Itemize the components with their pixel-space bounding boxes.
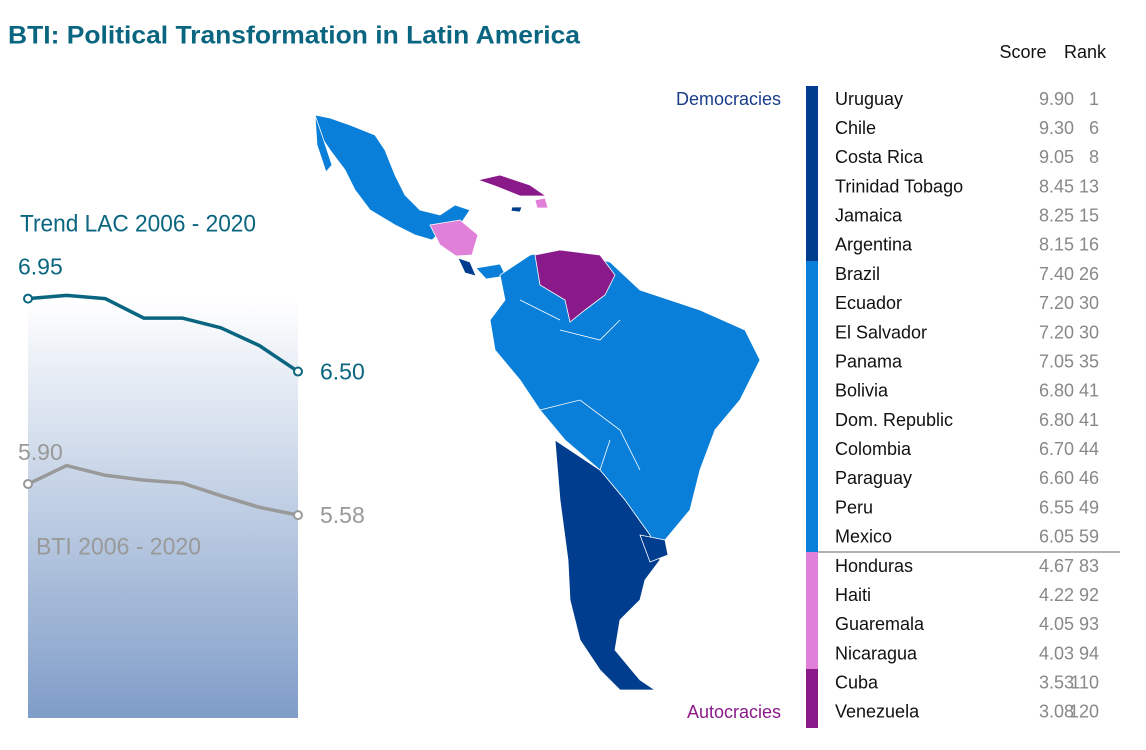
country-name: Ecuador [835, 293, 902, 313]
score: 7.40 [1039, 264, 1074, 284]
rank: 41 [1079, 410, 1099, 430]
rank: 6 [1089, 118, 1099, 138]
country-name: Mexico [835, 527, 892, 547]
country-name: Jamaica [835, 206, 903, 226]
value-label: 5.58 [320, 502, 365, 528]
group-label: Autocracies [687, 702, 781, 722]
country-name: Panama [835, 351, 903, 371]
rank: 44 [1079, 439, 1099, 459]
score: 8.25 [1039, 206, 1074, 226]
country-name: Haiti [835, 585, 871, 605]
score: 3.53 [1039, 673, 1074, 693]
rank: 110 [1070, 673, 1099, 693]
rank: 26 [1079, 264, 1099, 284]
end-point [293, 366, 303, 377]
country-name: Trinidad Tobago [835, 176, 963, 196]
country-name: Nicaragua [835, 643, 918, 663]
rank: 41 [1079, 381, 1099, 401]
value-label: 6.50 [320, 359, 365, 385]
rank: 13 [1079, 176, 1099, 196]
rank: 30 [1079, 293, 1099, 313]
band-top-democracies [806, 86, 818, 261]
country-name: Guaremala [835, 614, 925, 634]
score: 7.05 [1039, 351, 1074, 371]
score: 9.30 [1039, 118, 1074, 138]
series-label: BTI 2006 - 2020 [36, 533, 201, 560]
trend-line [27, 463, 299, 517]
rank: 8 [1089, 147, 1099, 167]
country-name: Honduras [835, 556, 913, 576]
rank: 120 [1069, 702, 1099, 722]
score: 6.55 [1039, 497, 1074, 517]
rank: 59 [1079, 527, 1099, 547]
end-point [23, 293, 33, 304]
country-name: Cuba [835, 673, 879, 693]
score: 6.80 [1039, 410, 1074, 430]
country-name: Brazil [835, 264, 880, 284]
score: 6.60 [1039, 468, 1074, 488]
score: 4.22 [1039, 585, 1074, 605]
rank: 92 [1079, 585, 1099, 605]
score: 4.67 [1039, 556, 1074, 576]
end-point [293, 510, 303, 521]
rank: 15 [1079, 206, 1099, 226]
score: 9.05 [1039, 147, 1074, 167]
country-name: Venezuela [835, 702, 920, 722]
country-name: Colombia [835, 439, 912, 459]
group-label: Democracies [676, 89, 781, 109]
score: 4.03 [1039, 643, 1074, 663]
trend-line [27, 293, 299, 374]
value-label: 6.95 [18, 254, 63, 280]
rank: 16 [1079, 235, 1099, 255]
rank: 94 [1079, 643, 1099, 663]
value-label: 5.90 [18, 439, 63, 465]
rank: 30 [1079, 322, 1099, 342]
band-hybrid [806, 552, 818, 669]
country-name: Dom. Republic [835, 410, 953, 430]
rank: 49 [1079, 497, 1099, 517]
country-name: El Salvador [835, 322, 927, 342]
score: 7.20 [1039, 293, 1074, 313]
end-point [23, 479, 33, 490]
country-name: Paraguay [835, 468, 912, 488]
column-header: Score [999, 42, 1046, 62]
series-label: Trend LAC 2006 - 2020 [20, 210, 256, 237]
country-name: Peru [835, 497, 873, 517]
score: 3.08 [1039, 702, 1074, 722]
score: 8.45 [1039, 176, 1074, 196]
score: 8.15 [1039, 235, 1074, 255]
score: 6.05 [1039, 527, 1074, 547]
score: 7.20 [1039, 322, 1074, 342]
rank: 83 [1079, 556, 1099, 576]
score: 6.80 [1039, 381, 1074, 401]
trend-background [28, 298, 298, 718]
country-name: Bolivia [835, 381, 889, 401]
title: BTI: Political Transformation in Latin A… [8, 22, 581, 50]
country-name: Uruguay [835, 89, 903, 109]
score: 6.70 [1039, 439, 1074, 459]
country-name: Argentina [835, 235, 913, 255]
country-name: Costa Rica [835, 147, 924, 167]
score: 4.05 [1039, 614, 1074, 634]
score: 9.90 [1039, 89, 1074, 109]
band-democracies [806, 261, 818, 552]
column-header: Rank [1064, 42, 1107, 62]
band-autocracies [806, 669, 818, 728]
rank: 35 [1079, 351, 1099, 371]
country-name: Chile [835, 118, 876, 138]
rank: 1 [1089, 89, 1099, 109]
rank: 93 [1079, 614, 1099, 634]
map [314, 114, 761, 691]
rank: 46 [1079, 468, 1099, 488]
